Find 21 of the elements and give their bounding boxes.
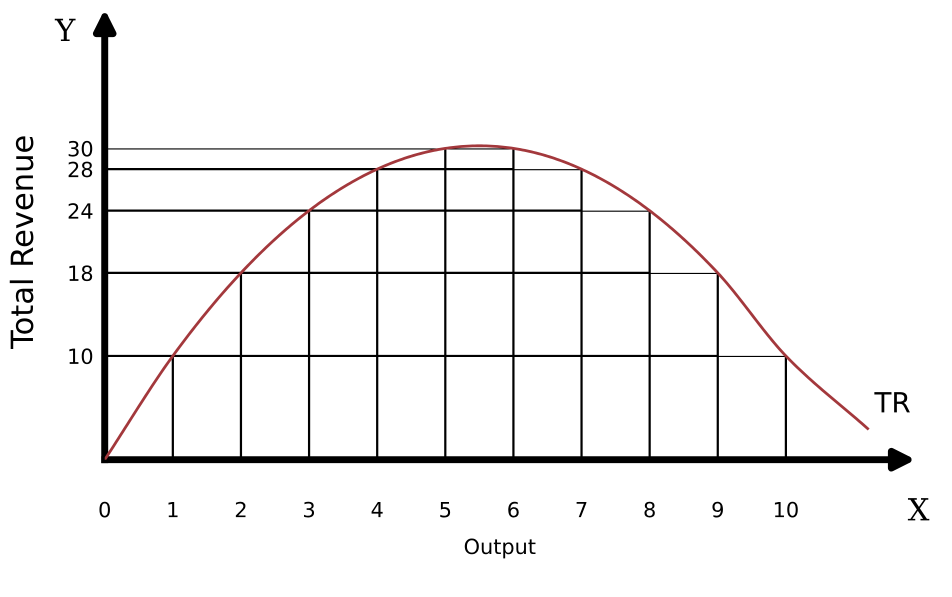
x-tick-label: 0 (99, 502, 110, 518)
x-axis-title: Output (464, 538, 536, 558)
y-tick-label: 10 (69, 348, 92, 364)
x-tick-label: 10 (774, 502, 798, 518)
y-tick-label: 24 (68, 203, 92, 219)
y-tick-label: 18 (69, 265, 92, 282)
x-tick-label: 5 (440, 502, 450, 518)
x-tick-label: 7 (576, 502, 586, 518)
x-tick-label: 9 (712, 502, 723, 518)
x-tick-label: 8 (644, 502, 655, 518)
x-tick-label: 3 (304, 502, 314, 518)
x-tick-label: 2 (236, 502, 246, 518)
y-tick-label: 28 (68, 162, 92, 178)
series-label: TR (874, 392, 910, 412)
x-tick-label: 6 (508, 502, 519, 518)
x-tick-label: 4 (372, 502, 383, 518)
y-axis-title: Total Revenue (10, 136, 34, 349)
text: X (908, 498, 930, 520)
text: Y (54, 18, 76, 42)
x-tick-label: 1 (168, 502, 178, 518)
y-tick-label: 30 (68, 140, 92, 157)
